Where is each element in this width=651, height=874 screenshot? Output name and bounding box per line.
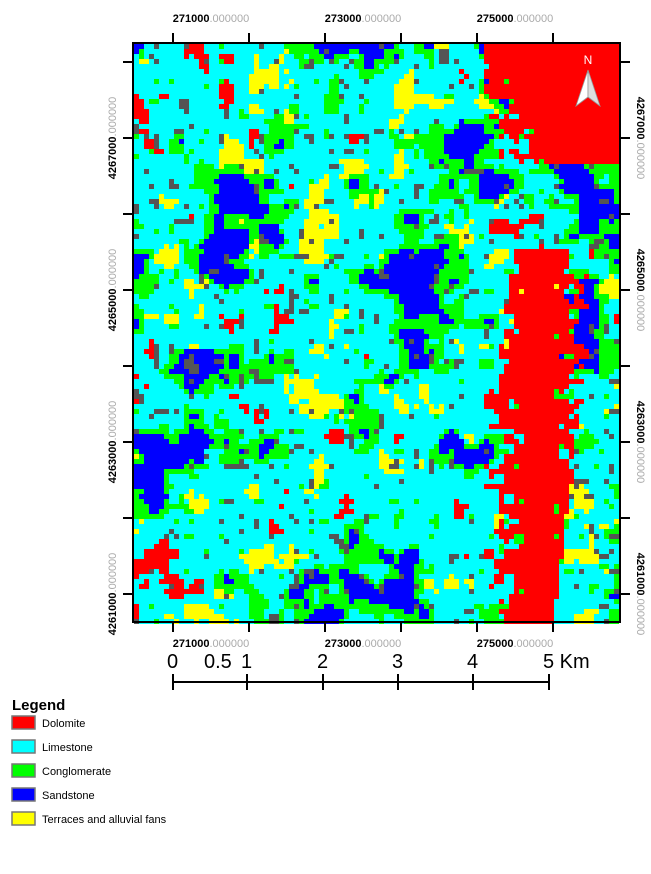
legend-label: Terraces and alluvial fans	[42, 814, 167, 826]
coordinate-integer: 4265000	[107, 288, 119, 331]
coordinate-integer: 4265000	[634, 249, 646, 292]
coordinate-integer: 4263000	[634, 401, 646, 444]
coordinate-integer: 273000	[325, 638, 362, 650]
legend-title: Legend	[12, 697, 65, 714]
legend-label: Limestone	[42, 742, 93, 754]
coordinate-label: 4261000.000000	[634, 553, 646, 636]
coordinate-integer: 275000	[477, 638, 514, 650]
coordinate-label: 275000.000000	[477, 638, 553, 650]
scale-label: 5 Km	[543, 651, 590, 673]
legend-swatch	[12, 788, 35, 801]
legend-label: Conglomerate	[42, 766, 111, 778]
coordinate-decimals: .000000	[361, 13, 401, 25]
legend-swatch	[12, 716, 35, 729]
land-cover-raster	[134, 44, 619, 624]
coordinate-decimals: .000000	[634, 444, 646, 484]
coordinate-label: 271000.000000	[173, 638, 249, 650]
north-label: N	[584, 53, 593, 67]
coordinate-label: 271000.000000	[173, 13, 249, 25]
legend-label: Dolomite	[42, 718, 85, 730]
legend-swatch	[12, 764, 35, 777]
coordinate-label: 4265000.000000	[107, 249, 119, 332]
coordinate-decimals: .000000	[361, 638, 401, 650]
scale-bar: 0 0.5 1 2 3 4 5 Km	[167, 651, 590, 690]
coordinate-integer: 271000	[173, 638, 210, 650]
scale-label: 2	[317, 651, 328, 673]
coordinate-label: 273000.000000	[325, 638, 401, 650]
coordinate-decimals: .000000	[513, 638, 553, 650]
scale-label: 4	[467, 651, 478, 673]
scale-label: 3	[392, 651, 403, 673]
coordinate-integer: 271000	[173, 13, 210, 25]
coordinate-decimals: .000000	[209, 638, 249, 650]
coordinate-label: 4263000.000000	[107, 401, 119, 484]
coordinate-integer: 4267000	[107, 136, 119, 179]
scale-label: 1	[241, 651, 252, 673]
coordinate-label: 273000.000000	[325, 13, 401, 25]
coordinate-label: 4265000.000000	[634, 249, 646, 332]
coordinate-label: 4267000.000000	[107, 97, 119, 180]
scale-label: 0	[167, 651, 178, 673]
coordinate-label: 4267000.000000	[634, 97, 646, 180]
scale-label: 0.5	[204, 651, 232, 673]
legend-label: Sandstone	[42, 790, 95, 802]
coordinate-integer: 4267000	[634, 97, 646, 140]
coordinate-decimals: .000000	[107, 249, 119, 289]
map-page: 271000.000000271000.000000273000.0000002…	[0, 0, 651, 874]
legend-swatch	[12, 740, 35, 753]
coordinate-decimals: .000000	[634, 596, 646, 636]
coordinate-label: 275000.000000	[477, 13, 553, 25]
coordinate-label: 4263000.000000	[634, 401, 646, 484]
coordinate-decimals: .000000	[513, 13, 553, 25]
coordinate-label: 4261000.000000	[107, 553, 119, 636]
legend: Dolomite Limestone Conglomerate Sandstone Te…	[12, 716, 167, 826]
coordinate-integer: 4261000	[634, 553, 646, 596]
coordinate-decimals: .000000	[107, 97, 119, 137]
coordinate-integer: 4261000	[107, 592, 119, 635]
coordinate-decimals: .000000	[634, 140, 646, 180]
coordinate-decimals: .000000	[107, 553, 119, 593]
coordinate-decimals: .000000	[209, 13, 249, 25]
legend-swatch	[12, 812, 35, 825]
coordinate-integer: 275000	[477, 13, 514, 25]
coordinate-decimals: .000000	[634, 292, 646, 332]
coordinate-integer: 273000	[325, 13, 362, 25]
coordinate-decimals: .000000	[107, 401, 119, 441]
coordinate-integer: 4263000	[107, 440, 119, 483]
